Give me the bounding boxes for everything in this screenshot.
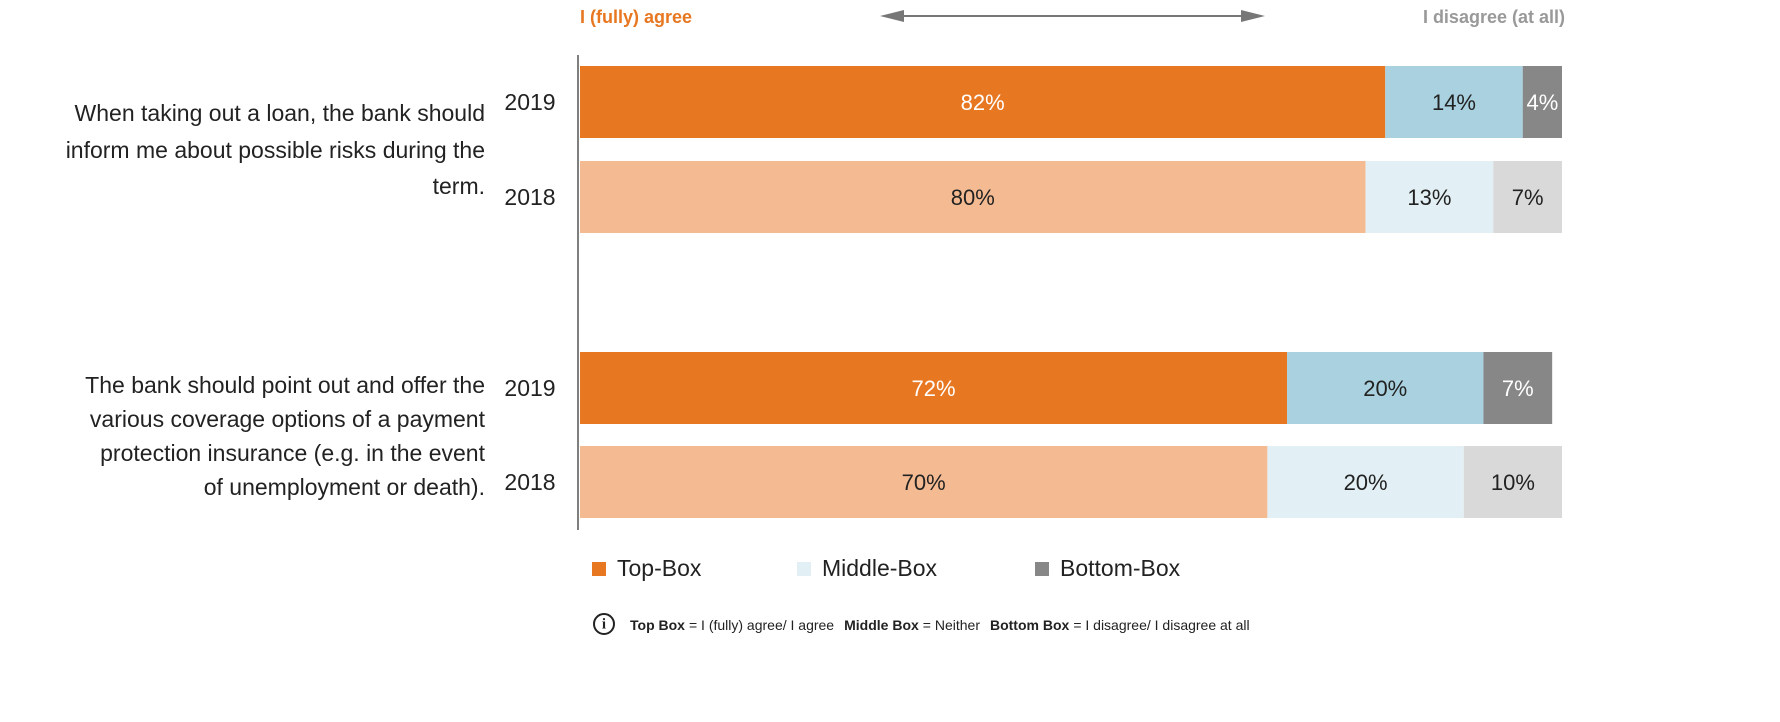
footnote-term: Top Box — [630, 617, 685, 633]
footnote-definition: = Neither — [923, 617, 981, 633]
year-label: 2018 — [504, 184, 555, 210]
bar-segment — [1493, 161, 1562, 233]
value-label: 4% — [1526, 90, 1558, 115]
bar-segment — [580, 352, 1288, 424]
footnote-term: Bottom Box — [990, 617, 1070, 633]
legend-label: Top-Box — [617, 555, 702, 581]
footnote: Top Box = I (fully) agree/ I agree Middle … — [630, 617, 1250, 633]
bar-segment — [580, 161, 1366, 233]
value-label: 72% — [911, 376, 955, 401]
question-label: protection insurance (e.g. in the event — [100, 440, 485, 466]
bar-segment — [1267, 446, 1464, 518]
value-label: 7% — [1502, 376, 1534, 401]
header-right: I disagree (at all) — [1423, 7, 1565, 27]
info-icon: i — [593, 613, 615, 635]
header-left: I (fully) agree — [580, 7, 692, 27]
question-label: various coverage options of a payment — [90, 406, 486, 432]
bar-segment — [1522, 66, 1562, 138]
question-label: inform me about possible risks during th… — [66, 137, 485, 163]
legend-label: Middle-Box — [822, 555, 938, 581]
value-label: 13% — [1407, 185, 1451, 210]
bar-segment — [1483, 352, 1553, 424]
value-label: 82% — [961, 90, 1005, 115]
question-label: The bank should point out and offer the — [85, 372, 485, 398]
footnote-definition: = I (fully) agree/ I agree — [689, 617, 834, 633]
value-label: 10% — [1491, 470, 1535, 495]
legend-swatch — [1035, 562, 1049, 576]
arrow — [880, 10, 1265, 22]
svg-text:i: i — [602, 616, 606, 632]
value-label: 20% — [1344, 470, 1388, 495]
legend-label: Bottom-Box — [1060, 555, 1181, 581]
value-label: 20% — [1363, 376, 1407, 401]
bar-segment — [1463, 446, 1562, 518]
value-label: 7% — [1512, 185, 1544, 210]
bar-segment — [1287, 352, 1484, 424]
footnote-term: Middle Box — [844, 617, 919, 633]
year-label: 2019 — [504, 375, 555, 401]
value-label: 70% — [902, 470, 946, 495]
year-label: 2018 — [504, 469, 555, 495]
question-label: term. — [433, 173, 485, 199]
year-label: 2019 — [504, 89, 555, 115]
footnote-definition: = I disagree/ I disagree at all — [1073, 617, 1249, 633]
bar-segment — [580, 446, 1268, 518]
question-label: When taking out a loan, the bank should — [75, 100, 485, 126]
question-label: of unemployment or death). — [204, 474, 485, 500]
bar-segment — [1365, 161, 1494, 233]
bar-segment — [1385, 66, 1523, 138]
bar-segment — [580, 66, 1386, 138]
value-label: 14% — [1432, 90, 1476, 115]
legend-swatch — [797, 562, 811, 576]
value-label: 80% — [951, 185, 995, 210]
legend-swatch — [592, 562, 606, 576]
